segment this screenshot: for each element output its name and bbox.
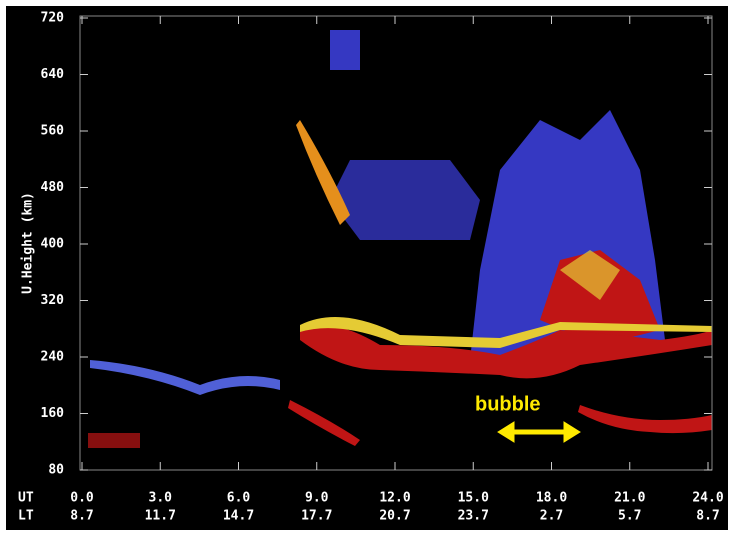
x2-tick-label: 2.7: [540, 509, 563, 524]
y-tick-label: 480: [41, 180, 65, 195]
x2-tick-label: 11.7: [145, 509, 176, 524]
x-tick-label: 24.0: [692, 491, 723, 506]
y-tick-label: 320: [41, 293, 65, 308]
x2-tick-label: 20.7: [379, 509, 410, 524]
y-axis-label: U.Height (km): [21, 192, 36, 294]
x-tick-label: 12.0: [379, 491, 410, 506]
echo-blue: [330, 160, 480, 240]
x2-tick-label: 14.7: [223, 509, 254, 524]
page: U.Height (km) UT LT bubble 80 160 240 320 40…: [0, 0, 752, 533]
x-row-label: UT: [18, 491, 34, 506]
echo-blue: [330, 30, 360, 70]
chart: U.Height (km) UT LT bubble 80 160 240 320 40…: [0, 0, 752, 533]
y-tick-label: 640: [41, 67, 65, 82]
x2-tick-label: 5.7: [618, 509, 641, 524]
x-tick-label: 0.0: [70, 491, 94, 506]
y-tick-label: 160: [41, 406, 65, 421]
x-tick-label: 21.0: [614, 491, 645, 506]
x-tick-label: 9.0: [305, 491, 329, 506]
x-tick-label: 15.0: [458, 491, 489, 506]
x2-tick-label: 8.7: [70, 509, 93, 524]
y-tick-label: 400: [41, 237, 65, 252]
y-tick-label: 240: [41, 350, 65, 365]
x-tick-label: 3.0: [149, 491, 173, 506]
x-tick-label: 6.0: [227, 491, 251, 506]
x2-row-label: LT: [18, 509, 34, 524]
y-tick-label: 560: [41, 124, 65, 139]
annotation: bubble: [475, 393, 541, 415]
x2-tick-label: 23.7: [458, 509, 489, 524]
x-tick-label: 18.0: [536, 491, 567, 506]
x2-tick-label: 8.7: [696, 509, 719, 524]
y-tick-label: 720: [41, 11, 65, 26]
y-tick-label: 80: [48, 463, 64, 478]
echo-red: [88, 433, 140, 448]
x2-tick-label: 17.7: [301, 509, 332, 524]
